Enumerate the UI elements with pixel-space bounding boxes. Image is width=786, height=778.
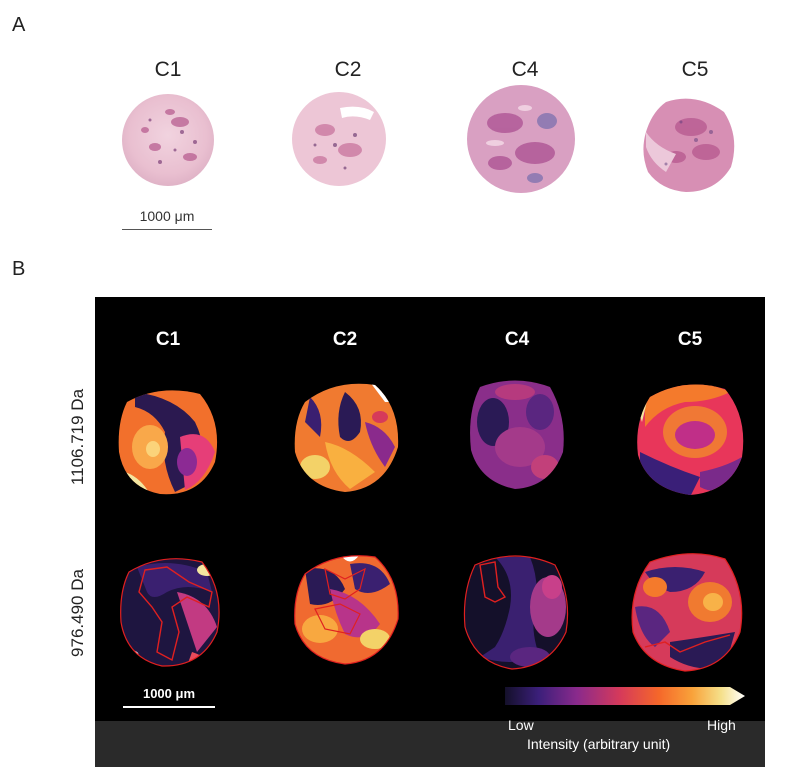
msi-c1-976 (120, 558, 220, 667)
msi-c2-1106 (294, 383, 399, 492)
panel-b-letter: B (12, 258, 26, 280)
panel-a-core-label-c2: C2 (334, 58, 362, 81)
row-label-1106-da: 1106.719 Da (68, 388, 87, 486)
row-label-976-da: 976.490 Da (68, 569, 87, 657)
colorbar-low-label: Low (508, 717, 534, 733)
colorbar-high-label: High (707, 717, 736, 733)
he-core-c5 (643, 98, 735, 192)
msi-image-panel: C1 C2 C4 C5 (95, 297, 765, 767)
panel-b-core-label-c1: C1 (155, 329, 181, 350)
msi-c5-1106 (637, 384, 744, 495)
colorbar-title: Intensity (arbitrary unit) (527, 736, 671, 752)
he-core-c2 (292, 92, 386, 186)
panel-a-scale-bar (122, 229, 212, 230)
he-core-c1 (122, 94, 214, 186)
panel-b-core-label-c2: C2 (332, 329, 358, 350)
intensity-colorbar (505, 687, 745, 705)
he-core-c4 (467, 85, 575, 193)
panel-a-core-label-c1: C1 (154, 58, 182, 81)
panel-b-scale-label: 1000 μm (142, 686, 196, 701)
panel-a-core-label-c5: C5 (681, 58, 709, 81)
panel-a-core-label-c4: C4 (511, 58, 539, 81)
msi-caption-strip: Low High Intensity (arbitrary unit) (95, 717, 765, 767)
msi-c4-1106 (470, 380, 564, 489)
panel-b-core-label-c5: C5 (677, 329, 703, 350)
panel-a-scale-label: 1000 μm (139, 208, 195, 224)
msi-c1-1106 (118, 390, 218, 495)
msi-c5-976 (631, 553, 743, 672)
msi-c4-976 (463, 555, 569, 670)
panel-b-core-label-c4: C4 (504, 329, 530, 350)
msi-c2-976 (294, 555, 399, 665)
panel-a-letter: A (12, 14, 26, 36)
panel-b-scale-bar (123, 706, 215, 708)
